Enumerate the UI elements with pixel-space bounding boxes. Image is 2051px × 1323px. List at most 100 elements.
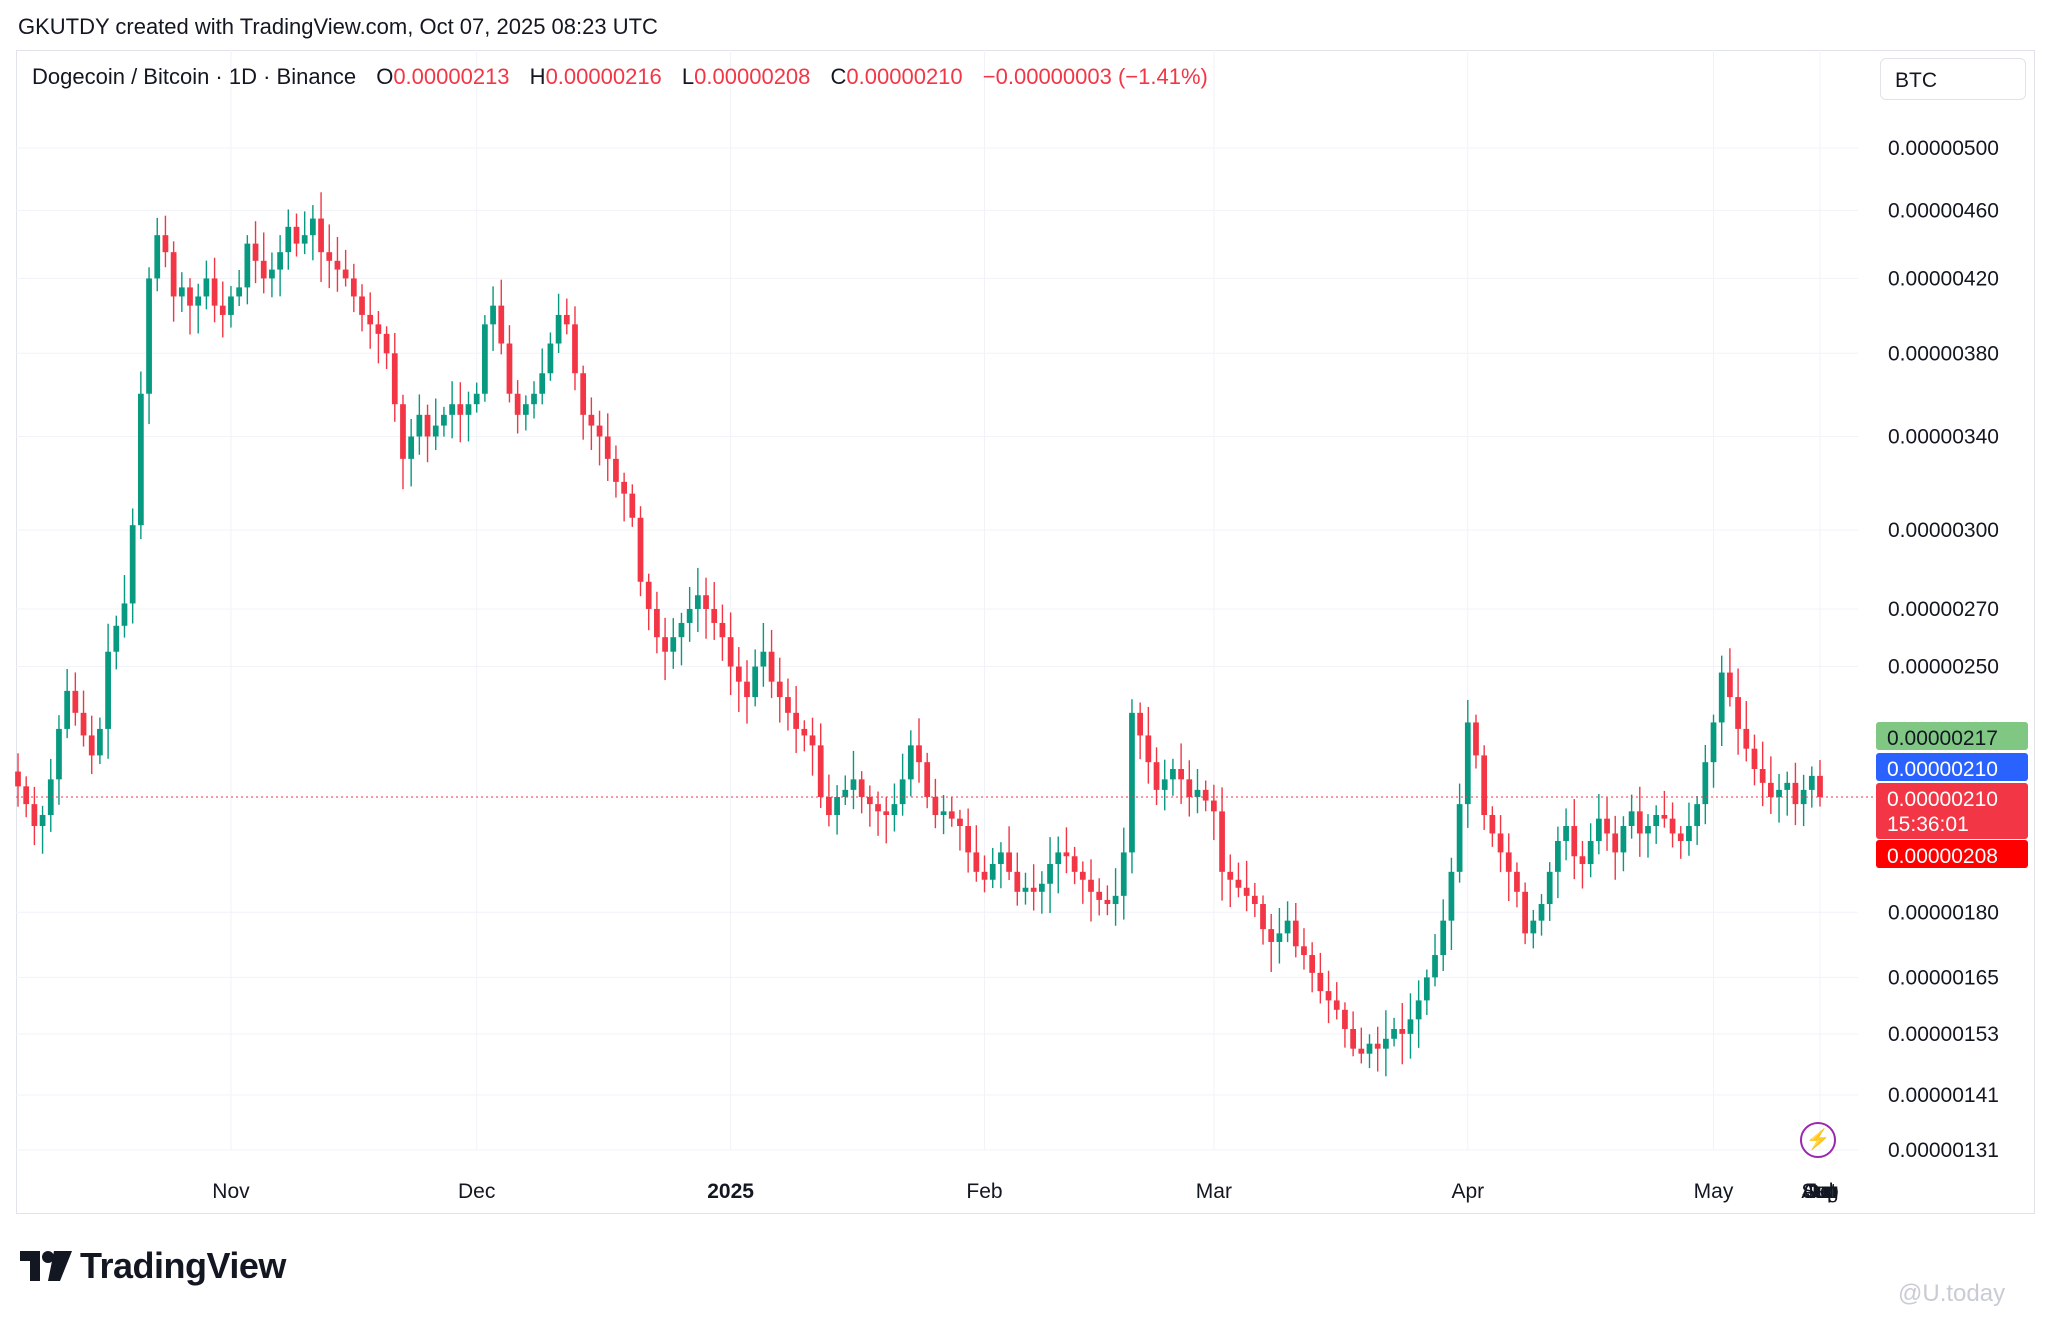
candle-body — [31, 804, 38, 827]
candle-body — [768, 651, 775, 682]
candle-body — [1530, 920, 1537, 934]
candle-body — [416, 414, 423, 437]
candle-body — [400, 404, 406, 459]
candle-body — [678, 622, 685, 638]
time-tick-label: Apr — [1451, 1180, 1484, 1203]
candle-body — [1776, 789, 1782, 797]
currency-button[interactable]: BTC — [1880, 58, 2026, 100]
candle-body — [539, 373, 546, 394]
candle-body — [1202, 789, 1209, 801]
candle-body — [1464, 722, 1471, 805]
candle-body — [694, 595, 701, 609]
candle-body — [310, 218, 316, 236]
candle-body — [1006, 852, 1012, 872]
watermark-text: @U.today — [1898, 1280, 2006, 1307]
time-tick-label: 2025 — [707, 1180, 754, 1203]
candle-body — [1514, 871, 1520, 892]
time-tick-label: Nov — [212, 1180, 250, 1203]
candle-body — [154, 235, 161, 279]
candle-body — [1309, 955, 1316, 973]
candle-body — [1636, 811, 1643, 834]
candle-body — [809, 735, 816, 746]
prev-close-badge-bg — [1876, 753, 2028, 781]
time-tick-label: Jun — [1803, 1180, 1837, 1203]
high-price-badge-text: 0.00000217 — [1887, 727, 1998, 750]
candle-body — [1211, 800, 1217, 812]
candle-body — [1727, 672, 1733, 698]
candle-body — [1538, 904, 1545, 921]
candle-body — [285, 226, 292, 253]
candle-body — [1079, 871, 1086, 880]
candle-body — [1038, 883, 1045, 892]
candle-body — [334, 260, 341, 270]
candle-body — [670, 637, 677, 652]
prev-close-badge-text: 0.00000210 — [1887, 758, 1998, 781]
candle-body — [1030, 887, 1037, 892]
close-label: C — [830, 64, 847, 89]
candle-body — [1096, 891, 1103, 900]
candle-body — [383, 333, 390, 354]
candle-body — [506, 343, 513, 394]
candle-body — [1112, 895, 1119, 905]
candle-body — [613, 458, 619, 482]
candle-body — [1358, 1048, 1365, 1054]
lightning-icon[interactable]: ⚡ — [1800, 1122, 1836, 1158]
candle-body — [1374, 1043, 1381, 1049]
candle-body — [1661, 814, 1668, 819]
candle-body — [1448, 871, 1455, 921]
candle-body — [1800, 789, 1807, 805]
candle-body — [1137, 712, 1144, 736]
candle-body — [834, 796, 840, 815]
candle-body — [56, 728, 62, 780]
candle-body — [1579, 856, 1586, 865]
candle-body — [826, 796, 832, 815]
price-tick-label: 0.00000380 — [1888, 342, 1999, 365]
candle-body — [236, 287, 243, 297]
candle-body — [187, 287, 193, 306]
candle-body — [1071, 856, 1078, 872]
candle-body — [301, 235, 308, 244]
candle-body — [1767, 782, 1774, 797]
candle-body — [580, 373, 587, 415]
candle-body — [1808, 775, 1815, 790]
candle-body — [662, 637, 668, 652]
time-tick-label: Mar — [1196, 1180, 1232, 1203]
candle-body — [711, 608, 718, 623]
high-value: 0.00000216 — [545, 64, 662, 89]
candle-body — [350, 278, 357, 297]
candle-body — [1686, 826, 1692, 841]
candle-body — [64, 690, 71, 729]
candle-body — [498, 305, 505, 344]
candle-body — [629, 493, 636, 518]
time-tick-label: Feb — [966, 1180, 1002, 1203]
candle-body — [473, 393, 480, 405]
candle-body — [146, 278, 152, 394]
candle-body — [1669, 818, 1676, 834]
candle-body — [1473, 722, 1479, 756]
candle-body — [1423, 977, 1430, 1001]
candle-body — [424, 414, 431, 437]
candle-body — [1489, 814, 1496, 834]
candle-body — [1432, 955, 1438, 978]
candle-body — [1481, 755, 1488, 815]
candle-body — [1694, 804, 1701, 827]
candle-body — [850, 779, 857, 790]
candle-body — [277, 252, 283, 270]
candle-body — [1399, 1028, 1406, 1034]
candle-body — [654, 608, 660, 638]
candle-body — [588, 414, 595, 426]
candle-body — [735, 666, 742, 682]
candle-body — [15, 771, 21, 787]
low-price-badge-bg — [1876, 840, 2028, 868]
candle-body — [1792, 782, 1799, 805]
symbol-name[interactable]: Dogecoin / Bitcoin · 1D · Binance — [32, 64, 357, 89]
candle-body — [432, 425, 439, 437]
candle-body — [39, 814, 46, 827]
candle-body — [1759, 768, 1766, 783]
candle-body — [1317, 972, 1324, 992]
candle-body — [596, 425, 603, 437]
candle-body — [563, 314, 570, 325]
tradingview-logo-text: TradingView — [80, 1245, 286, 1286]
candle-body — [793, 712, 800, 729]
